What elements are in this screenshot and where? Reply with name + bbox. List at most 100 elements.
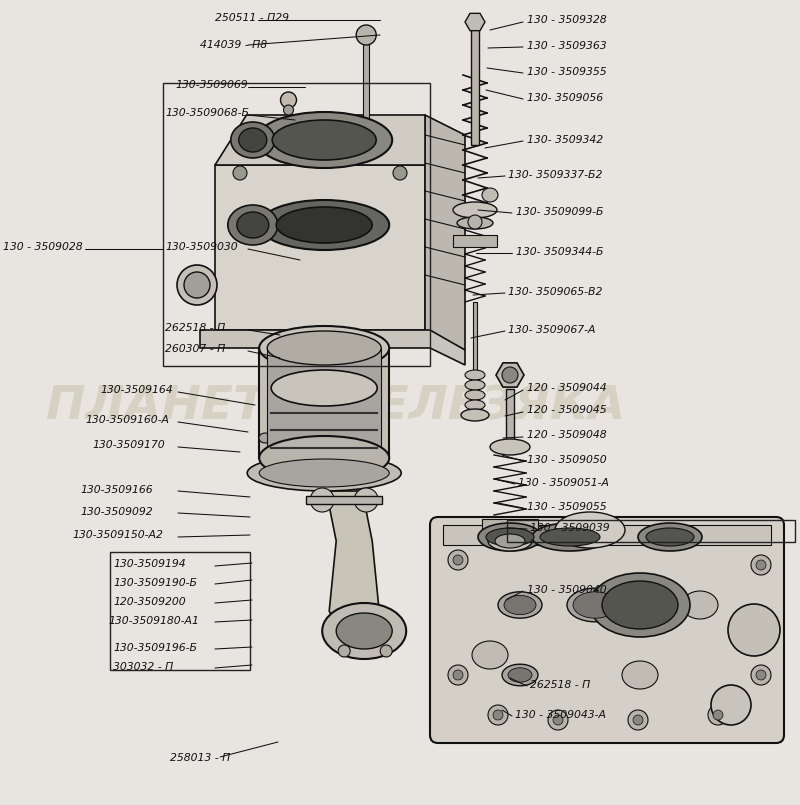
Text: 120 - 3509048: 120 - 3509048 <box>527 430 606 440</box>
Ellipse shape <box>465 400 485 410</box>
Ellipse shape <box>322 603 406 659</box>
Ellipse shape <box>478 523 542 551</box>
Ellipse shape <box>504 596 536 614</box>
Ellipse shape <box>271 370 378 406</box>
Text: 130 - 3509363: 130 - 3509363 <box>527 41 606 51</box>
Text: 130-3509068-Б: 130-3509068-Б <box>165 108 249 118</box>
Text: ПЛАНЕТА ЖЕЛЕЗЯКА: ПЛАНЕТА ЖЕЛЕЗЯКА <box>46 384 626 429</box>
Bar <box>363 43 370 123</box>
Circle shape <box>628 710 648 730</box>
Ellipse shape <box>276 207 372 243</box>
Ellipse shape <box>638 523 702 551</box>
Bar <box>163 83 430 366</box>
Ellipse shape <box>590 573 690 637</box>
Ellipse shape <box>239 128 267 152</box>
Text: 130-3509170: 130-3509170 <box>92 440 165 450</box>
Bar <box>453 235 497 247</box>
Ellipse shape <box>272 120 376 160</box>
Bar <box>482 519 538 533</box>
Text: 130 - 3509050: 130 - 3509050 <box>527 455 606 465</box>
Polygon shape <box>326 491 389 631</box>
Text: 130- 3509099-Б: 130- 3509099-Б <box>516 207 603 217</box>
Circle shape <box>281 92 297 108</box>
Bar <box>507 520 795 542</box>
Bar <box>215 165 425 330</box>
Circle shape <box>448 550 468 570</box>
Circle shape <box>493 710 503 720</box>
Text: 130- 3509344-Б: 130- 3509344-Б <box>516 247 603 257</box>
Ellipse shape <box>259 459 390 487</box>
Circle shape <box>393 166 407 180</box>
Circle shape <box>633 715 643 725</box>
Text: 130 - 3509355: 130 - 3509355 <box>527 67 606 77</box>
Circle shape <box>713 710 723 720</box>
Bar <box>443 525 771 545</box>
Circle shape <box>548 710 568 730</box>
Polygon shape <box>425 115 465 350</box>
Text: 250511 - П29: 250511 - П29 <box>215 13 289 23</box>
Bar <box>267 348 381 458</box>
Text: 130-3509196-Б: 130-3509196-Б <box>113 643 197 653</box>
Bar <box>259 348 389 458</box>
Text: 130- 3509342: 130- 3509342 <box>527 135 603 145</box>
Ellipse shape <box>228 205 278 245</box>
Ellipse shape <box>247 455 401 491</box>
Text: 130 - 3509328: 130 - 3509328 <box>527 15 606 25</box>
Circle shape <box>354 488 378 512</box>
Text: 130 - 3509028: 130 - 3509028 <box>3 242 82 252</box>
Circle shape <box>233 166 247 180</box>
Ellipse shape <box>498 592 542 618</box>
FancyBboxPatch shape <box>430 517 784 743</box>
Text: 120-3509200: 120-3509200 <box>113 597 186 607</box>
Text: 130-3509030: 130-3509030 <box>165 242 238 252</box>
Circle shape <box>728 604 780 656</box>
Polygon shape <box>200 330 465 365</box>
Circle shape <box>177 265 217 305</box>
Circle shape <box>356 25 376 45</box>
Text: 303032 - П: 303032 - П <box>113 662 174 672</box>
Circle shape <box>488 705 508 725</box>
Circle shape <box>468 215 482 229</box>
Text: 262518 - П: 262518 - П <box>530 680 590 690</box>
Ellipse shape <box>540 528 600 546</box>
Text: 130-3509194: 130-3509194 <box>113 559 186 569</box>
Circle shape <box>756 670 766 680</box>
Ellipse shape <box>231 122 275 158</box>
Circle shape <box>338 645 350 657</box>
Text: 130 - 3509043-А: 130 - 3509043-А <box>515 710 606 720</box>
Text: 130-3509092: 130-3509092 <box>80 507 153 517</box>
Ellipse shape <box>486 528 534 546</box>
Text: 130-3509190-Б: 130-3509190-Б <box>113 578 197 588</box>
Text: 130- 3509065-В2: 130- 3509065-В2 <box>508 287 602 297</box>
Ellipse shape <box>573 592 617 618</box>
Ellipse shape <box>602 581 678 629</box>
Circle shape <box>708 705 728 725</box>
Circle shape <box>756 560 766 570</box>
Circle shape <box>310 488 334 512</box>
Ellipse shape <box>472 641 508 669</box>
Text: 414039 - П8: 414039 - П8 <box>200 40 267 50</box>
Circle shape <box>380 645 392 657</box>
Ellipse shape <box>259 326 390 370</box>
Text: 130- 3509067-А: 130- 3509067-А <box>508 325 595 335</box>
Ellipse shape <box>267 331 382 365</box>
Text: 260307 - П: 260307 - П <box>165 344 226 354</box>
Text: 262518 - П: 262518 - П <box>165 323 226 333</box>
Ellipse shape <box>457 217 493 229</box>
Ellipse shape <box>465 380 485 390</box>
Text: 130-3509180-А1: 130-3509180-А1 <box>108 616 199 626</box>
Ellipse shape <box>488 531 532 551</box>
Circle shape <box>502 367 518 383</box>
Ellipse shape <box>314 433 326 443</box>
Circle shape <box>448 665 468 685</box>
Text: 130 - 3509051-А: 130 - 3509051-А <box>518 478 609 488</box>
Text: 258013 - П: 258013 - П <box>170 753 230 763</box>
Ellipse shape <box>567 588 623 621</box>
Ellipse shape <box>482 188 498 202</box>
Ellipse shape <box>555 512 625 548</box>
Text: 120 - 3509044: 120 - 3509044 <box>527 383 606 393</box>
Ellipse shape <box>465 390 485 400</box>
Text: 130 - 3509040: 130 - 3509040 <box>527 585 606 595</box>
Ellipse shape <box>646 528 694 546</box>
Text: 130-3509160-А: 130-3509160-А <box>85 415 169 425</box>
